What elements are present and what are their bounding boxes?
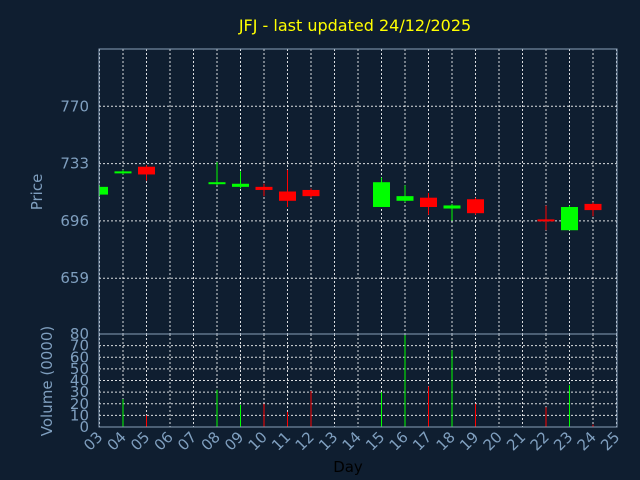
candle-body	[467, 199, 484, 214]
x-tick-label: 18	[433, 428, 459, 454]
candle-body	[114, 171, 132, 174]
volume-tick-label: 0	[79, 418, 89, 436]
price-candles	[99, 162, 602, 231]
volume-grid	[99, 333, 617, 428]
volume-tick-label: 20	[70, 395, 89, 413]
volume-tick-label: 70	[70, 337, 89, 355]
volume-tick-label: 80	[70, 325, 89, 343]
volume-tick-label: 30	[70, 383, 89, 401]
price-tick-label: 696	[60, 212, 89, 230]
volume-tick-label: 50	[70, 360, 89, 378]
x-tick-label: 08	[198, 428, 224, 454]
chart-title: JFJ - last updated 24/12/2025	[238, 16, 471, 35]
x-tick-label: 05	[127, 428, 153, 454]
candle-body	[99, 186, 108, 195]
x-axis-ticks: 0304050607080910111213141516171819202122…	[80, 428, 623, 454]
x-tick-label: 19	[456, 428, 482, 454]
x-tick-label: 20	[480, 428, 506, 454]
candle-body	[208, 182, 226, 185]
candle-body	[302, 189, 320, 197]
x-tick-label: 17	[409, 428, 435, 454]
volume-tick-label: 10	[70, 406, 89, 424]
price-frame	[98, 48, 618, 335]
candle-body	[420, 197, 437, 207]
x-tick-label: 22	[527, 428, 553, 454]
x-tick-label: 15	[362, 428, 388, 454]
price-y-ticks: 659 696 733 770	[60, 97, 89, 287]
volume-tick-label: 60	[70, 348, 89, 366]
price-tick-label: 733	[60, 155, 89, 173]
x-tick-label: 23	[550, 428, 576, 454]
volume-axis-label: Volume (0000)	[38, 326, 56, 436]
candle-body	[443, 205, 461, 209]
volume-frame	[98, 333, 618, 428]
volume-bars	[122, 335, 594, 427]
candle-body	[373, 182, 390, 207]
x-tick-label: 16	[386, 428, 412, 454]
x-tick-label: 12	[292, 428, 318, 454]
x-tick-label: 13	[315, 428, 341, 454]
price-axis-label: Price	[28, 174, 46, 211]
candle-body	[561, 206, 578, 231]
x-tick-label: 10	[245, 428, 271, 454]
x-tick-label: 24	[574, 428, 600, 454]
price-grid	[99, 49, 617, 334]
x-tick-label: 09	[221, 428, 247, 454]
x-tick-label: 06	[151, 428, 177, 454]
price-tick-label: 770	[60, 97, 89, 115]
price-tick-label: 659	[60, 269, 89, 287]
candle-body	[255, 186, 273, 190]
x-tick-label: 07	[174, 428, 200, 454]
x-tick-label: 04	[104, 428, 130, 454]
candle-body	[232, 183, 249, 187]
x-tick-label: 21	[503, 428, 529, 454]
x-tick-label: 14	[339, 428, 365, 454]
x-axis-label: Day	[333, 458, 363, 476]
x-tick-label: 11	[268, 428, 294, 454]
candle-body	[279, 191, 296, 201]
x-tick-label: 25	[597, 428, 623, 454]
candle-body	[584, 203, 602, 211]
candle-body	[138, 166, 155, 175]
volume-tick-label: 40	[70, 372, 89, 390]
candle-body	[537, 219, 555, 222]
price-panel: 659 696 733 770 Price	[28, 48, 618, 335]
candle-body	[396, 196, 414, 201]
